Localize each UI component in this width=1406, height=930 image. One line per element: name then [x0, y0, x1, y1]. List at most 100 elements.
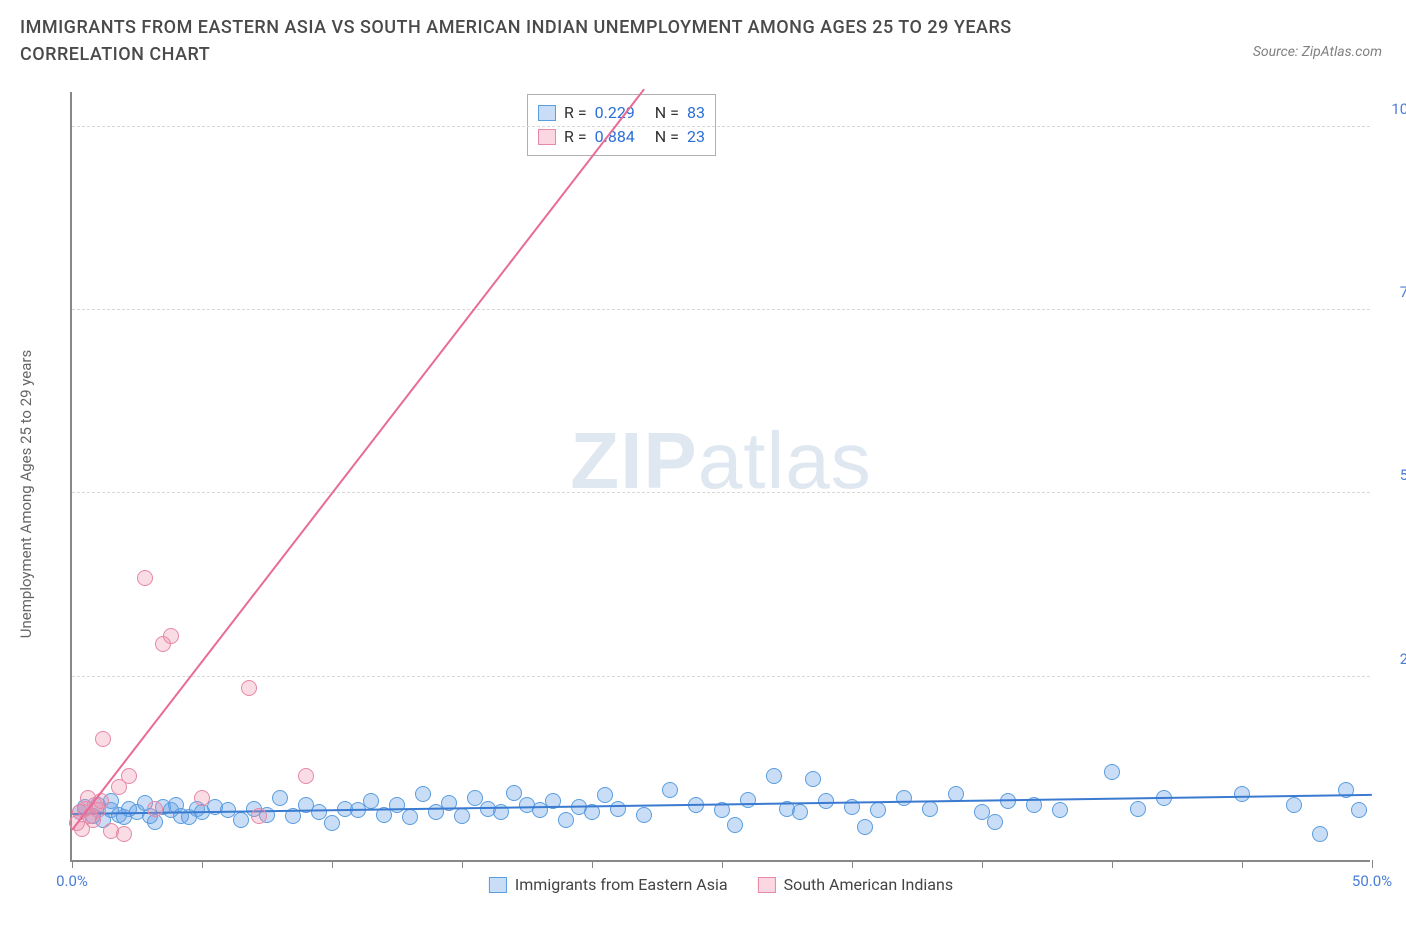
y-tick-label: 25.0%	[1380, 650, 1406, 668]
series-legend: Immigrants from Eastern Asia South Americ…	[489, 875, 953, 894]
data-point	[467, 790, 483, 806]
data-point	[662, 782, 678, 798]
watermark-light: atlas	[698, 416, 872, 505]
data-point	[896, 790, 912, 806]
x-tick	[202, 860, 203, 868]
data-point	[163, 802, 179, 818]
data-point	[111, 807, 127, 823]
data-point	[363, 793, 379, 809]
x-tick	[852, 860, 853, 868]
watermark-bold: ZIP	[570, 416, 697, 505]
data-point	[121, 768, 137, 784]
y-tick-label: 50.0%	[1380, 466, 1406, 484]
data-point	[857, 819, 873, 835]
x-tick	[332, 860, 333, 868]
chart-title: IMMIGRANTS FROM EASTERN ASIA VS SOUTH AM…	[20, 14, 1140, 68]
corr-n-value: 83	[687, 101, 705, 125]
legend-item: Immigrants from Eastern Asia	[489, 875, 728, 894]
data-point	[506, 785, 522, 801]
x-tick-label: 0.0%	[56, 872, 88, 890]
data-point	[870, 802, 886, 818]
data-point	[402, 809, 418, 825]
data-point	[233, 812, 249, 828]
x-tick	[982, 860, 983, 868]
data-point	[597, 787, 613, 803]
corr-n-label: N =	[655, 101, 679, 125]
legend-label: South American Indians	[784, 875, 954, 894]
data-point	[103, 802, 119, 818]
corr-r-label: R =	[564, 125, 587, 149]
x-tick	[1112, 860, 1113, 868]
data-point	[111, 779, 127, 795]
gridline-h	[72, 126, 1370, 127]
data-point	[241, 680, 257, 696]
data-point	[155, 636, 171, 652]
chart-container: Unemployment Among Ages 25 to 29 years Z…	[20, 84, 1386, 904]
data-point	[272, 790, 288, 806]
data-point	[298, 768, 314, 784]
data-point	[142, 808, 158, 824]
data-point	[103, 793, 119, 809]
data-point	[147, 814, 163, 830]
correlation-row: R = 0.884N = 23	[538, 125, 705, 149]
data-point	[194, 790, 210, 806]
gridline-h	[72, 676, 1370, 677]
y-tick-label: 75.0%	[1380, 283, 1406, 301]
x-tick-label: 50.0%	[1352, 872, 1392, 890]
data-point	[137, 795, 153, 811]
data-point	[95, 731, 111, 747]
x-tick	[72, 860, 73, 868]
y-tick-label: 100.0%	[1380, 100, 1406, 118]
data-point	[1286, 797, 1302, 813]
data-point	[103, 823, 119, 839]
plot-area: ZIPatlas R = 0.229N = 83R = 0.884N = 23 …	[70, 92, 1370, 862]
legend-swatch	[758, 877, 776, 893]
data-point	[311, 804, 327, 820]
data-point	[1234, 786, 1250, 802]
gridline-h	[72, 492, 1370, 493]
x-tick	[1242, 860, 1243, 868]
data-point	[610, 801, 626, 817]
x-tick	[462, 860, 463, 868]
x-tick	[592, 860, 593, 868]
data-point	[454, 808, 470, 824]
data-point	[1104, 764, 1120, 780]
trend-line	[72, 793, 1372, 814]
legend-item: South American Indians	[758, 875, 954, 894]
data-point	[415, 786, 431, 802]
corr-r-value: 0.229	[595, 101, 635, 125]
data-point	[1351, 802, 1367, 818]
data-point	[766, 768, 782, 784]
data-point	[116, 826, 132, 842]
corr-n-label: N =	[655, 125, 679, 149]
data-point	[532, 802, 548, 818]
legend-swatch	[489, 877, 507, 893]
correlation-row: R = 0.229 N = 83	[538, 101, 705, 125]
legend-label: Immigrants from Eastern Asia	[515, 875, 728, 894]
data-point	[792, 804, 808, 820]
corr-n-value: 23	[687, 125, 705, 149]
data-point	[121, 801, 137, 817]
data-point	[246, 801, 262, 817]
legend-swatch	[538, 105, 556, 121]
data-point	[727, 817, 743, 833]
source-attribution: Source: ZipAtlas.com	[1253, 44, 1382, 60]
data-point	[805, 771, 821, 787]
data-point	[558, 812, 574, 828]
data-point	[519, 797, 535, 813]
data-point	[163, 628, 179, 644]
data-point	[147, 801, 163, 817]
x-tick	[1372, 860, 1373, 868]
data-point	[740, 792, 756, 808]
data-point	[389, 797, 405, 813]
data-point	[1052, 802, 1068, 818]
data-point	[974, 804, 990, 820]
x-tick	[722, 860, 723, 868]
legend-swatch	[538, 129, 556, 145]
data-point	[922, 801, 938, 817]
y-axis-label: Unemployment Among Ages 25 to 29 years	[17, 350, 35, 638]
trend-line	[71, 88, 645, 830]
data-point	[324, 815, 340, 831]
corr-r-label: R =	[564, 101, 587, 125]
data-point	[1130, 801, 1146, 817]
